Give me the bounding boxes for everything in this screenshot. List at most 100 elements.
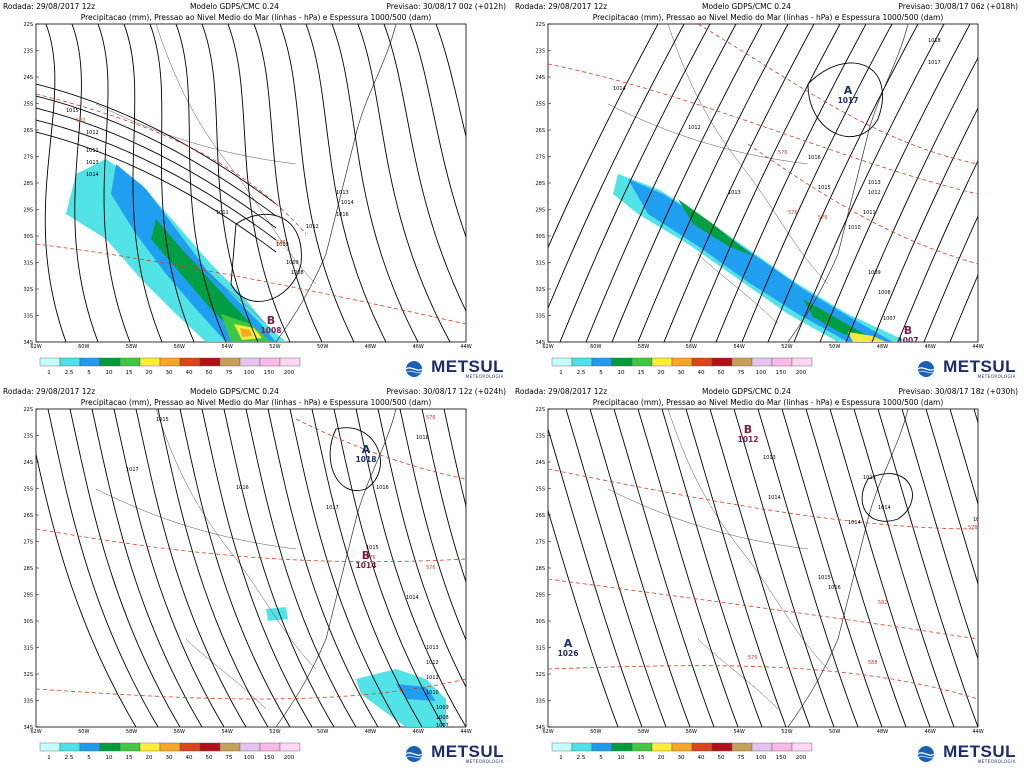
scale-swatch	[199, 742, 221, 752]
scale-label: 50	[206, 370, 213, 376]
isobar-line	[435, 24, 466, 139]
latitude-label: 34S	[535, 725, 545, 731]
map-subtitle: Precipitacao (mm), Pressao ao Nivel Medi…	[592, 398, 944, 407]
high-center-letter: A	[362, 443, 371, 456]
isobar-label: 1009	[286, 260, 299, 266]
isobar-label: 1015	[818, 185, 831, 191]
isobar-line	[421, 409, 466, 584]
isobar-line	[331, 24, 419, 342]
scale-swatch	[139, 742, 161, 752]
globe-icon	[917, 746, 935, 762]
scale-swatch	[671, 742, 693, 752]
scale-swatch	[611, 742, 633, 752]
isobar-line	[793, 24, 945, 342]
isobar-line	[36, 107, 277, 229]
precip-area	[678, 199, 753, 256]
scale-label: 2.5	[65, 370, 74, 376]
isobar-line	[637, 409, 739, 727]
scale-label: 1	[559, 370, 563, 376]
latitude-label: 27S	[535, 155, 545, 161]
scale-swatch	[99, 742, 121, 752]
thickness-line	[548, 578, 978, 640]
border-line	[95, 103, 297, 165]
isobar-line	[548, 427, 643, 727]
run-label: Rodada: 29/08/2017 12z	[515, 2, 608, 11]
isobar-label: 1014	[768, 495, 781, 501]
isobar-label: 1015	[66, 108, 79, 114]
scale-label: 2.5	[577, 755, 586, 761]
isobar-line	[245, 409, 357, 727]
isobar-line	[757, 409, 859, 727]
isobar-label: 1009	[436, 705, 449, 711]
isobar-label: 1012	[688, 125, 701, 131]
scale-swatch	[239, 742, 261, 752]
isobar-label: 1017	[326, 505, 339, 511]
isobar-line	[113, 409, 225, 727]
isobar-line	[925, 409, 978, 586]
latitude-label: 22S	[535, 407, 545, 413]
thickness-line	[548, 468, 978, 530]
isobar-line	[781, 409, 883, 727]
isobar-label: 1013	[728, 190, 741, 196]
isobar-line	[949, 409, 978, 506]
scale-swatch	[179, 357, 201, 367]
isobar-label: 1013	[763, 455, 776, 461]
scale-swatch	[159, 357, 181, 367]
scale-swatch	[551, 357, 573, 367]
isobar-label: 1013	[336, 190, 349, 196]
thickness-label: 588	[868, 660, 878, 666]
scale-swatch	[79, 742, 101, 752]
isobar-label: 1016	[808, 155, 821, 161]
isobar-line	[871, 107, 978, 342]
low-center-letter: B	[904, 324, 912, 337]
isobar-line	[36, 95, 277, 217]
longitude-label: 62W	[542, 729, 553, 735]
isobar-label: 1014	[848, 520, 861, 526]
scale-swatch	[771, 742, 793, 752]
latitude-label: 23S	[23, 49, 33, 55]
latitude-label: 34S	[535, 340, 545, 346]
isobar-line	[36, 131, 277, 253]
latitude-label: 22S	[535, 22, 545, 28]
thickness-label: 576	[788, 210, 798, 216]
isobar-line	[157, 409, 269, 727]
map-canvas: 1015101710161018101710161015101410131012…	[23, 407, 471, 761]
map-layers: 1015 1012 1011 1013 1014 1011 1010 1009 1008 1012…	[36, 24, 466, 342]
isobar-line	[767, 24, 919, 342]
forecast-label: Previsao: 30/08/17 06z (+018h)	[898, 2, 1018, 11]
isobar-label: 1008	[291, 270, 304, 276]
isobar-label: 1015	[156, 417, 169, 423]
isobar-line	[861, 473, 913, 522]
isobar-line	[69, 409, 181, 727]
latitude-label: 27S	[535, 540, 545, 546]
scale-swatch	[711, 357, 733, 367]
isobar-label: 1010	[426, 690, 439, 696]
thickness-line	[36, 93, 307, 235]
isobar-line	[585, 24, 737, 342]
scale-label: 50	[718, 370, 725, 376]
border-line	[697, 253, 779, 325]
isobar-label: 1007	[883, 316, 896, 322]
scale-swatch	[279, 357, 301, 367]
scale-label: 50	[206, 755, 213, 761]
longitude-label: 56W	[174, 729, 185, 735]
isobar-label: 1008	[878, 290, 891, 296]
globe-icon	[405, 746, 423, 762]
isobar-label: 1014	[341, 200, 354, 206]
latitude-label: 25S	[23, 102, 33, 108]
isobar-line	[36, 119, 277, 241]
latitude-label: 30S	[535, 619, 545, 625]
latitude-label: 31S	[23, 646, 33, 652]
isobar-line	[807, 62, 883, 137]
isobar-line	[819, 24, 971, 342]
latitude-label: 29S	[535, 593, 545, 599]
longitude-label: 48W	[365, 344, 376, 350]
isobar-line	[97, 24, 131, 342]
latitude-label: 27S	[23, 540, 33, 546]
isobar-line	[611, 24, 763, 342]
longitude-label: 48W	[877, 729, 888, 735]
longitude-label: 50W	[317, 344, 328, 350]
latitude-label: 22S	[23, 407, 33, 413]
isobar-label: 1018	[928, 38, 941, 44]
isobar-line	[548, 509, 619, 727]
